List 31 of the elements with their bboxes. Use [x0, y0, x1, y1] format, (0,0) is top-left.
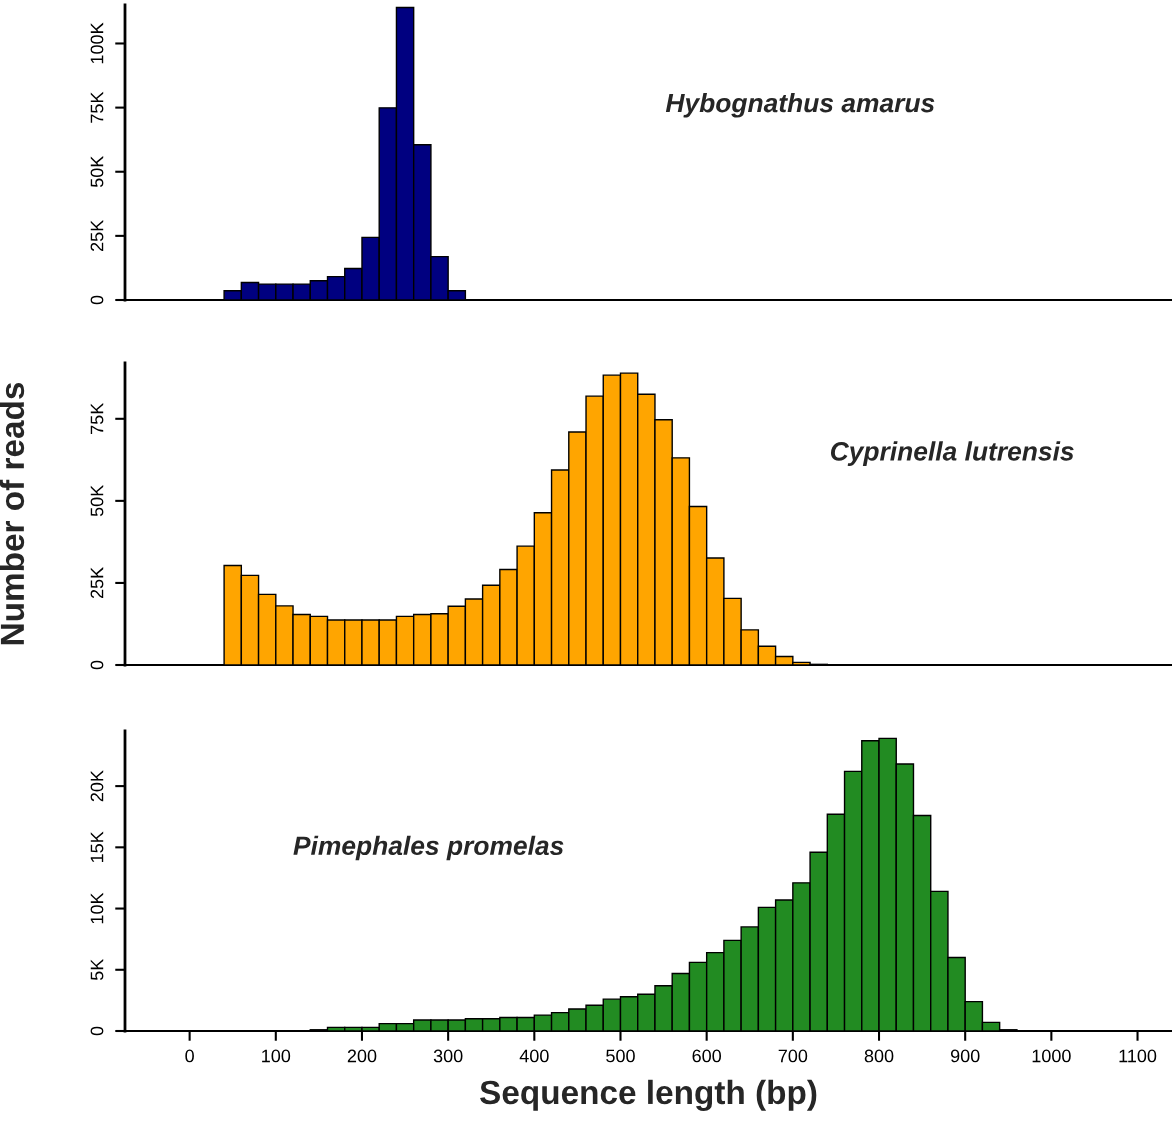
x-tick-label: 300: [433, 1049, 463, 1063]
y-tick-label: 75K: [90, 402, 104, 434]
x-tick-label: 1100: [1119, 1049, 1157, 1063]
y-tick-label: 50K: [90, 485, 104, 517]
y-tick-label: 0: [90, 660, 104, 670]
x-tick-label: 600: [692, 1049, 722, 1063]
x-tick-label: 700: [778, 1049, 808, 1063]
y-tick-label: 100K: [90, 22, 104, 64]
x-tick-label: 900: [950, 1049, 980, 1063]
y-tick-label: 25K: [90, 220, 104, 252]
y-tick-label: 15K: [90, 831, 104, 863]
y-tick-label: 50K: [90, 155, 104, 188]
x-tick-label: 0: [185, 1049, 194, 1063]
y-tick-label: 20K: [90, 770, 104, 802]
x-tick-label: 400: [519, 1049, 549, 1063]
y-tick-label: 0: [90, 295, 104, 305]
x-tick-label: 500: [606, 1049, 635, 1063]
text: Hybognathus amarus: [665, 93, 935, 118]
y-tick-label: 10K: [90, 892, 104, 924]
x-axis-title: Sequence length (bp): [480, 1079, 817, 1111]
text: Cyprinella lutrensis: [830, 441, 1074, 466]
y-tick-label: 25K: [90, 567, 104, 599]
x-tick-label: 100: [262, 1049, 291, 1063]
y-tick-label: 75K: [90, 91, 104, 123]
y-axis-title: Number of reads: [0, 382, 25, 645]
y-tick-label: 0: [90, 1026, 104, 1036]
x-tick-label: 200: [347, 1049, 377, 1063]
text: Pimephales promelas: [293, 835, 564, 861]
y-tick-label: 5K: [90, 958, 104, 981]
x-tick-label: 800: [864, 1049, 894, 1063]
x-tick-label: 1000: [1032, 1049, 1071, 1063]
